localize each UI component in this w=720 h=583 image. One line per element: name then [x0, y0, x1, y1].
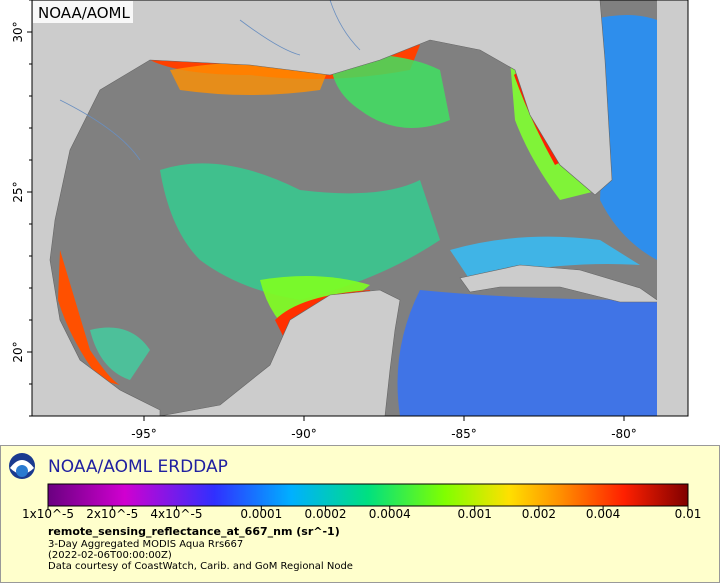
y-tick-label: 25°	[11, 181, 25, 202]
land	[459, 264, 661, 303]
x-tick-label: -90°	[291, 427, 317, 441]
colorbar-tick-label: 0.001	[457, 507, 491, 521]
label-box	[33, 1, 133, 23]
axes: -95° -90° -85° -80° 20° 25° 30°	[11, 0, 637, 441]
x-tick-label: -95°	[131, 427, 157, 441]
data-patch	[450, 236, 640, 280]
legend-line: 3-Day Aggregated MODIS Aqua Rrs667	[48, 539, 243, 550]
map-image	[32, 0, 688, 416]
colorbar-tick-label: 4x10^-5	[150, 507, 202, 521]
data-patch	[590, 15, 657, 260]
plot-frame	[31, 0, 689, 417]
colorbar-tick-label: 0.0001	[240, 507, 282, 521]
colorbar-tick-label: 0.002	[522, 507, 556, 521]
colorbar-ticks: 1x10^-5 2x10^-5 4x10^-5 0.0001 0.0002 0.0004 0…	[22, 506, 701, 521]
colorbar-tick-label: 0.01	[675, 507, 702, 521]
legend-line: Data courtesy of CoastWatch, Carib. and …	[48, 561, 353, 572]
land	[159, 289, 401, 416]
river	[59, 0, 361, 161]
legend-panel	[0, 445, 720, 583]
data-patch	[58, 250, 120, 385]
legend-line: (2022-02-06T00:00:00Z)	[48, 550, 172, 561]
colorbar-tick-label: 0.0002	[305, 507, 347, 521]
colorbar-tick-label: 0.004	[586, 507, 620, 521]
map-label: NOAA/AOML	[38, 4, 131, 22]
land	[32, 0, 613, 416]
data-patch	[90, 327, 150, 380]
y-tick-label: 20°	[11, 341, 25, 362]
colorbar-tick-label: 0.0004	[369, 507, 411, 521]
y-tick-label: 30°	[11, 21, 25, 42]
data-patch	[330, 54, 450, 128]
colorbar-tick-label: 2x10^-5	[86, 507, 138, 521]
x-tick-label: -85°	[451, 427, 477, 441]
land	[657, 0, 688, 416]
data-patch	[397, 290, 657, 416]
variable-name: remote_sensing_reflectance_at_667_nm (sr…	[48, 525, 340, 538]
colorbar-tick-label: 1x10^-5	[22, 507, 74, 521]
x-tick-label: -80°	[611, 427, 637, 441]
noaa-logo-wave	[16, 465, 28, 477]
colorbar	[47, 483, 689, 507]
data-patch	[160, 163, 440, 300]
legend-title: NOAA/AOML ERDDAP	[48, 457, 228, 477]
